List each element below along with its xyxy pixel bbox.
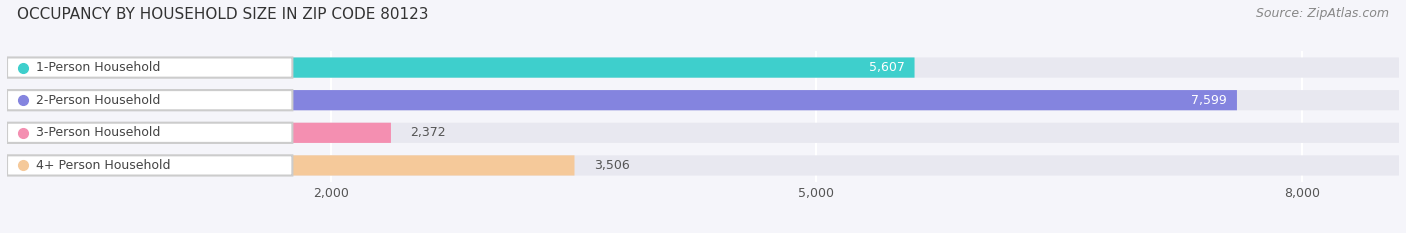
Text: 4+ Person Household: 4+ Person Household: [35, 159, 170, 172]
FancyBboxPatch shape: [7, 58, 1399, 78]
Text: Source: ZipAtlas.com: Source: ZipAtlas.com: [1256, 7, 1389, 20]
FancyBboxPatch shape: [7, 90, 292, 110]
FancyBboxPatch shape: [7, 58, 292, 78]
FancyBboxPatch shape: [7, 123, 292, 143]
FancyBboxPatch shape: [7, 90, 1237, 110]
FancyBboxPatch shape: [7, 58, 914, 78]
Text: 7,599: 7,599: [1191, 94, 1227, 107]
Text: OCCUPANCY BY HOUSEHOLD SIZE IN ZIP CODE 80123: OCCUPANCY BY HOUSEHOLD SIZE IN ZIP CODE …: [17, 7, 429, 22]
Text: 3-Person Household: 3-Person Household: [35, 126, 160, 139]
FancyBboxPatch shape: [7, 123, 391, 143]
Text: 1-Person Household: 1-Person Household: [35, 61, 160, 74]
FancyBboxPatch shape: [7, 155, 1399, 175]
FancyBboxPatch shape: [7, 90, 1399, 110]
FancyBboxPatch shape: [7, 155, 575, 175]
Text: 3,506: 3,506: [593, 159, 630, 172]
FancyBboxPatch shape: [7, 123, 1399, 143]
Text: 5,607: 5,607: [869, 61, 905, 74]
FancyBboxPatch shape: [7, 155, 292, 175]
Text: 2,372: 2,372: [411, 126, 446, 139]
Text: 2-Person Household: 2-Person Household: [35, 94, 160, 107]
